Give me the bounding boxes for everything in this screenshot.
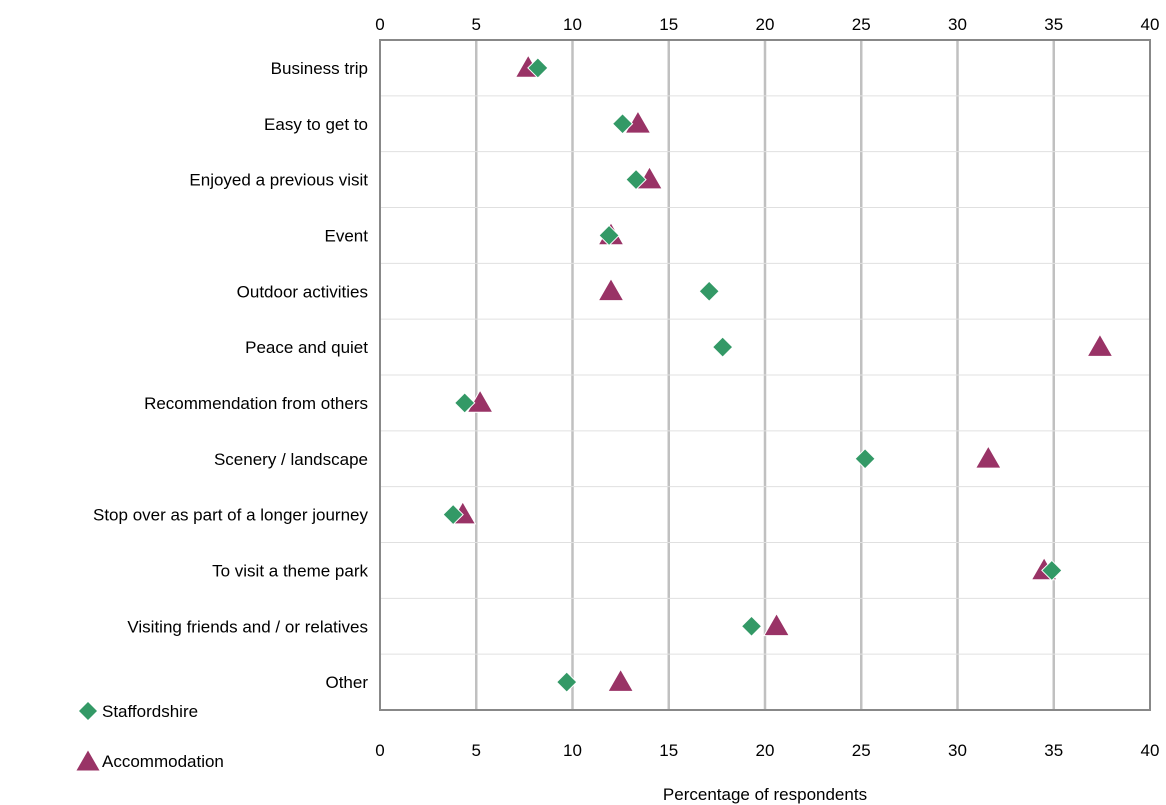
category-label-enjoyed-a-previous-visit: Enjoyed a previous visit xyxy=(189,171,368,190)
point-accommodation-outdoor-activities xyxy=(597,277,625,302)
point-staffordshire-scenery-landscape xyxy=(854,448,876,470)
data-marks xyxy=(442,54,1114,693)
top-tick-label: 35 xyxy=(1044,15,1063,34)
point-accommodation-recommendation-from-others xyxy=(466,389,494,413)
top-tick-label: 0 xyxy=(375,15,384,34)
bottom-tick-label: 25 xyxy=(852,741,871,760)
category-labels: Business trip Easy to get to Enjoyed a pre… xyxy=(93,59,368,692)
point-accommodation-easy-to-get-to xyxy=(624,110,652,134)
bottom-axis-tick-labels: 0 5 10 15 20 25 30 35 40 xyxy=(375,741,1159,760)
legend-label-accommodation: Accommodation xyxy=(102,752,224,771)
point-staffordshire-peace-and-quiet xyxy=(711,336,734,358)
legend-label-staffordshire: Staffordshire xyxy=(102,702,198,721)
point-staffordshire-outdoor-activities xyxy=(698,280,720,302)
top-tick-label: 5 xyxy=(472,15,481,34)
category-label-easy-to-get-to: Easy to get to xyxy=(264,115,368,134)
category-label-other: Other xyxy=(325,673,368,692)
category-label-outdoor-activities: Outdoor activities xyxy=(237,282,368,301)
top-tick-label: 25 xyxy=(852,15,871,34)
bottom-tick-label: 15 xyxy=(659,741,678,760)
bottom-tick-label: 0 xyxy=(375,741,384,760)
category-label-visiting-friends-and-or-relatives: Visiting friends and / or relatives xyxy=(127,617,368,636)
point-staffordshire-event xyxy=(598,224,620,247)
point-accommodation-other xyxy=(607,668,635,692)
point-staffordshire-recommendation-from-others xyxy=(453,392,476,414)
bottom-tick-label: 35 xyxy=(1044,741,1063,760)
x-axis-title: Percentage of respondents xyxy=(663,785,867,804)
category-label-stop-over-as-part-of-a-longer-journey: Stop over as part of a longer journey xyxy=(93,506,368,525)
category-label-peace-and-quiet: Peace and quiet xyxy=(245,338,368,357)
point-staffordshire-enjoyed-a-previous-visit xyxy=(625,168,647,191)
top-tick-label: 40 xyxy=(1141,15,1160,34)
point-accommodation-peace-and-quiet xyxy=(1086,333,1114,357)
bottom-tick-label: 5 xyxy=(472,741,481,760)
point-staffordshire-easy-to-get-to xyxy=(611,113,634,135)
point-staffordshire-other xyxy=(556,671,578,693)
point-staffordshire-to-visit-a-theme-park xyxy=(1041,559,1063,582)
point-staffordshire-visiting-friends-and-or-relatives xyxy=(740,615,763,637)
category-label-event: Event xyxy=(325,226,369,245)
bottom-tick-label: 30 xyxy=(948,741,967,760)
category-label-recommendation-from-others: Recommendation from others xyxy=(144,394,368,413)
top-tick-label: 15 xyxy=(659,15,678,34)
legend-marker-staffordshire xyxy=(79,702,97,720)
top-tick-label: 30 xyxy=(948,15,967,34)
category-label-business-trip: Business trip xyxy=(271,59,368,78)
category-label-scenery-landscape: Scenery / landscape xyxy=(214,450,368,469)
plot-border xyxy=(379,39,1151,711)
bottom-tick-label: 40 xyxy=(1141,741,1160,760)
bottom-tick-label: 10 xyxy=(563,741,582,760)
legend-marker-accommodation xyxy=(76,750,100,771)
category-separators xyxy=(380,95,1150,655)
top-tick-label: 10 xyxy=(563,15,582,34)
bottom-tick-label: 20 xyxy=(756,741,775,760)
point-staffordshire-business-trip xyxy=(527,57,549,79)
point-accommodation-scenery-landscape xyxy=(974,445,1002,469)
top-tick-label: 20 xyxy=(756,15,775,34)
point-staffordshire-stop-over-as-part-of-a-longer-journey xyxy=(442,503,464,526)
legend: Staffordshire Accommodation xyxy=(76,702,224,771)
category-label-to-visit-a-theme-park: To visit a theme park xyxy=(212,561,368,580)
point-accommodation-visiting-friends-and-or-relatives xyxy=(763,612,791,637)
top-axis-tick-labels: 0 5 10 15 20 25 30 35 40 xyxy=(375,15,1159,34)
